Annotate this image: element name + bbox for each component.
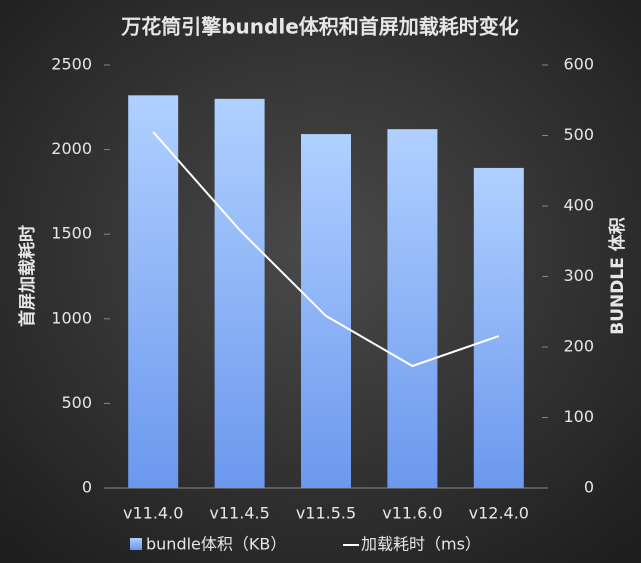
chart-title: 万花筒引擎bundle体积和首屏加载耗时变化: [120, 15, 519, 39]
bar: [473, 167, 524, 488]
y-tick-label: 1500: [51, 224, 92, 243]
y2-tick-label: 100: [563, 407, 594, 426]
y-tick-label: 1000: [51, 308, 92, 327]
y2-tick-label: 200: [563, 337, 594, 356]
y2-axis-label: BUNDLE 体积: [607, 217, 628, 334]
legend-label: bundle体积（KB）: [146, 535, 286, 554]
y-tick-label: 2500: [51, 55, 92, 74]
bar: [128, 95, 179, 488]
y-axis-label: 首屏加载耗时: [17, 225, 38, 327]
legend-swatch: [130, 538, 142, 550]
x-tick-label: v11.6.0: [382, 504, 442, 523]
y2-tick-label: 500: [563, 125, 594, 144]
x-tick-label: v11.4.5: [209, 504, 269, 523]
y-tick-label: 0: [82, 478, 92, 497]
y-tick-label: 500: [61, 393, 92, 412]
x-tick-label: v11.5.5: [296, 504, 356, 523]
y2-tick-label: 600: [563, 55, 594, 74]
y2-tick-label: 400: [563, 196, 594, 215]
y-tick-label: 2000: [51, 139, 92, 158]
y2-tick-label: 0: [584, 478, 594, 497]
x-tick-label: v12.4.0: [469, 504, 529, 523]
x-tick-label: v11.4.0: [123, 504, 183, 523]
line: [152, 131, 500, 368]
bar: [214, 98, 265, 488]
legend-label: 加载耗时（ms）: [361, 535, 481, 554]
y2-tick-label: 300: [563, 266, 594, 285]
bar: [387, 129, 438, 488]
bar: [301, 134, 351, 488]
